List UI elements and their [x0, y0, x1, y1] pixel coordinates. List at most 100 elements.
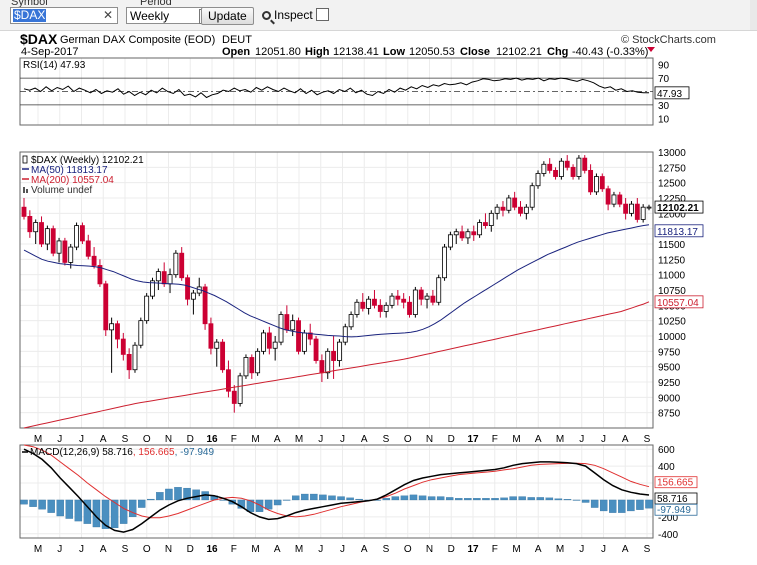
- x-tick-label: A: [274, 544, 281, 555]
- macd-histogram-bar: [110, 499, 119, 529]
- magnifier-icon: [262, 11, 271, 20]
- macd-histogram-bar: [491, 498, 499, 501]
- macd-histogram-bar: [400, 495, 409, 501]
- macd-histogram-bar: [500, 497, 508, 501]
- x-tick-label: J: [601, 434, 606, 445]
- inspect-label: Inspect: [274, 8, 313, 22]
- x-tick-label: O: [404, 434, 412, 445]
- macd-histogram-bar: [156, 492, 164, 501]
- x-tick-label: J: [318, 434, 323, 445]
- macd-value-label: 58.716: [657, 494, 688, 505]
- macd-histogram-bar: [273, 499, 282, 506]
- x-tick-label: O: [143, 544, 151, 555]
- price-tick-label: 10000: [658, 332, 686, 343]
- legend-volume-icon: [26, 189, 28, 193]
- header-name: German DAX Composite (EOD): [60, 34, 215, 46]
- candle-body: [541, 163, 547, 174]
- chg-label: Chg: [547, 46, 568, 58]
- candle-body: [442, 246, 447, 279]
- scrollbar[interactable]: [750, 0, 757, 30]
- candle-body: [535, 173, 541, 187]
- candle-body: [132, 344, 138, 371]
- update-button[interactable]: Update: [201, 7, 254, 25]
- inspect-checkbox[interactable]: [315, 8, 329, 21]
- macd-histogram-bar: [282, 499, 291, 501]
- close-value: 12102.21: [496, 46, 542, 58]
- price-tick-label: 12500: [658, 179, 686, 190]
- macd-histogram-bar: [56, 499, 64, 517]
- ma50-line: [23, 224, 650, 338]
- macd-histogram-bar: [328, 495, 336, 501]
- macd-histogram-bar: [192, 489, 200, 501]
- candle-body: [208, 323, 214, 349]
- macd-histogram-bar: [29, 499, 37, 507]
- x-tick-label: J: [79, 544, 84, 555]
- macd-legend-part: , -97.949: [175, 447, 215, 458]
- candle-body: [523, 206, 529, 214]
- down-arrow-icon: [647, 47, 655, 52]
- candle-body: [459, 231, 465, 239]
- macd-histogram-bar: [301, 493, 309, 501]
- x-tick-label: F: [231, 544, 237, 555]
- macd-value-box: [654, 476, 698, 489]
- x-tick-label: A: [622, 544, 629, 555]
- candle-body: [39, 222, 44, 245]
- candle-body: [453, 231, 459, 236]
- chart-svg: $DAX German DAX Composite (EOD) DEUT © S…: [19, 31, 716, 555]
- candle-body: [290, 320, 296, 331]
- x-tick-label: N: [426, 544, 433, 555]
- chg-value: -40.43 (-0.33%): [572, 46, 648, 58]
- macd-histogram-bar: [138, 499, 146, 508]
- macd-histogram-bar: [473, 498, 481, 501]
- candle-body: [447, 234, 453, 248]
- symbol-input-value: $DAX: [13, 8, 47, 22]
- candle-body: [599, 176, 605, 190]
- x-tick-label: J: [318, 544, 323, 555]
- low-value: 12050.53: [409, 46, 455, 58]
- legend-volume-icon: [23, 187, 25, 193]
- rsi-line: [23, 77, 649, 99]
- candle-body: [477, 222, 483, 236]
- x-tick-label: F: [231, 434, 237, 445]
- x-tick-label: J: [57, 434, 62, 445]
- candle-body: [354, 301, 360, 315]
- macd-histogram-bar: [219, 499, 227, 501]
- x-tick-label: M: [512, 544, 520, 555]
- macd-histogram-bar: [599, 499, 608, 512]
- candle-body: [336, 341, 342, 361]
- candle-body: [155, 271, 161, 282]
- candle-body: [512, 197, 518, 208]
- candle-body: [272, 341, 278, 349]
- x-tick-label: M: [512, 434, 520, 445]
- macd-histogram-bar: [446, 497, 454, 501]
- x-tick-label: D: [448, 434, 455, 445]
- x-tick-label: M: [251, 544, 259, 555]
- x-tick-label: N: [165, 434, 172, 445]
- candle-body: [79, 225, 85, 242]
- x-tick-label: A: [535, 544, 542, 555]
- symbol-input[interactable]: $DAX ✕: [10, 7, 118, 24]
- x-tick-label: D: [448, 544, 455, 555]
- macd-signal-line: [23, 444, 650, 519]
- x-tick-label: 17: [467, 544, 479, 555]
- macd-histogram-bar: [554, 498, 563, 501]
- price-legend: Volume undef: [31, 185, 92, 196]
- candle-body: [348, 314, 354, 328]
- candle-body: [296, 320, 301, 352]
- clear-icon[interactable]: ✕: [102, 8, 113, 22]
- x-tick-label: A: [622, 434, 629, 445]
- candle-body: [120, 338, 126, 355]
- candle-body: [418, 289, 424, 300]
- x-tick-label: J: [79, 434, 84, 445]
- macd-histogram-bar: [545, 497, 554, 501]
- price-tick-label: 10750: [658, 286, 686, 297]
- x-tick-label: M: [556, 544, 564, 555]
- candle-body: [68, 246, 74, 263]
- x-tick-label: J: [579, 544, 584, 555]
- header-symbol: $DAX: [20, 31, 58, 47]
- price-tick-label: 11250: [658, 255, 686, 266]
- candle-body: [214, 341, 220, 349]
- candle-body: [27, 215, 33, 233]
- macd-tick-label: 400: [658, 462, 675, 473]
- inspect-toggle[interactable]: Inspect: [262, 8, 329, 23]
